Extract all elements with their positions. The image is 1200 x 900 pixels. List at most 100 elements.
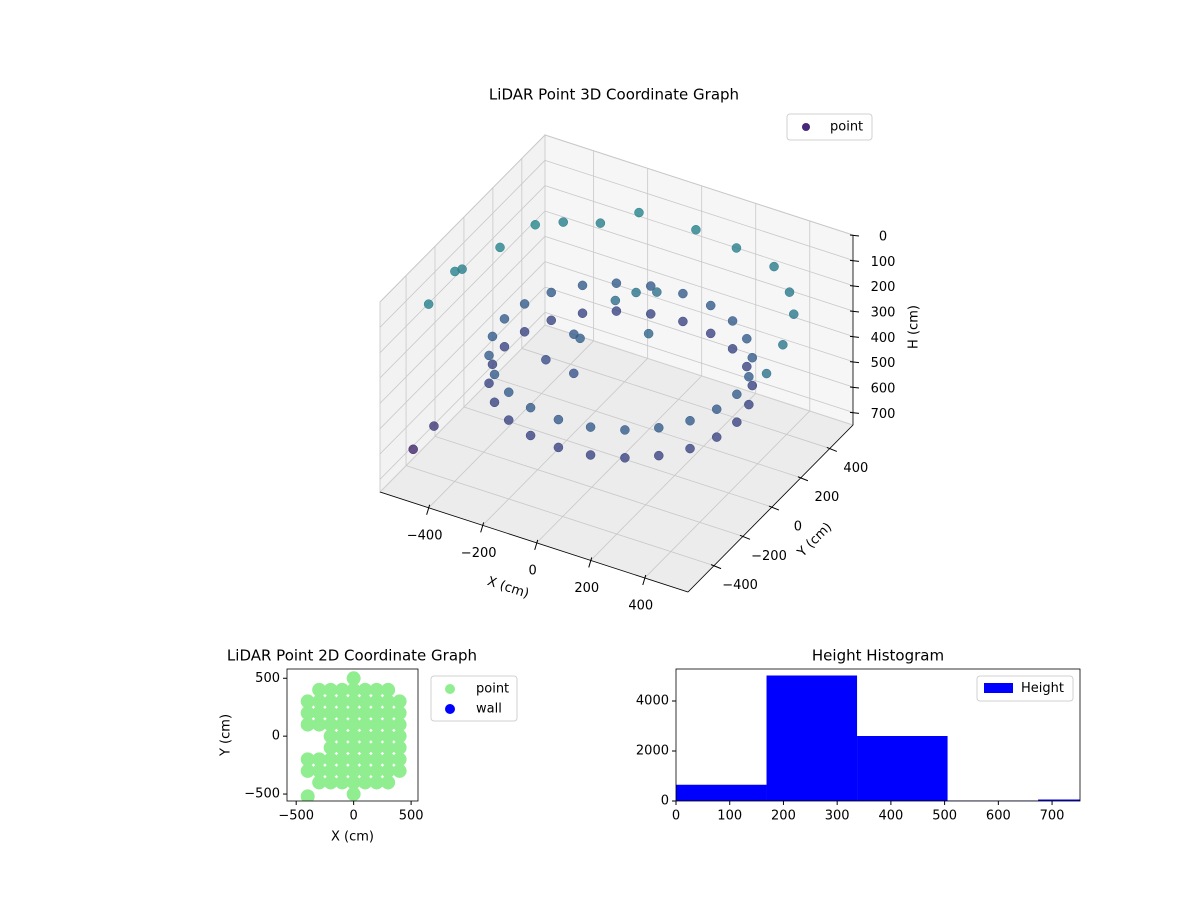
y-tick-label: −200 (751, 549, 787, 564)
point (381, 682, 396, 697)
bar (1038, 799, 1080, 801)
grid-line (544, 261, 854, 363)
point (423, 299, 434, 309)
z-tick-label: 100 (871, 255, 896, 270)
point (335, 763, 350, 778)
point (358, 729, 373, 744)
point (381, 729, 396, 744)
grid-line (379, 286, 546, 455)
point (369, 752, 384, 767)
grid-line (428, 340, 594, 509)
point (346, 740, 361, 755)
point (392, 752, 407, 767)
legend-marker (445, 684, 455, 694)
point (652, 287, 662, 297)
grid-line (590, 393, 757, 561)
legend-label: point (476, 682, 509, 697)
x-tick-label: −400 (407, 528, 443, 543)
point (634, 207, 644, 218)
point (358, 717, 373, 732)
x-tick-label: −200 (461, 546, 497, 561)
chart-title: Height Histogram (812, 647, 944, 665)
point (381, 763, 396, 778)
x-axis-label: X (cm) (331, 830, 374, 845)
point (484, 378, 494, 389)
point (611, 278, 622, 288)
point (489, 397, 500, 408)
grid-line (544, 159, 854, 261)
bar (766, 675, 858, 801)
point (742, 333, 752, 344)
y-tick-label: 4000 (636, 694, 669, 709)
point (711, 432, 722, 442)
point (761, 368, 772, 379)
grid-line (482, 358, 648, 526)
z-tick (849, 335, 860, 338)
z-tick-label: 500 (871, 356, 896, 371)
point (358, 706, 373, 720)
grid-line (544, 185, 854, 287)
point (358, 740, 373, 755)
z-tick-label: 600 (871, 382, 896, 397)
point (519, 327, 530, 337)
chart-title: LiDAR Point 2D Coordinate Graph (227, 647, 477, 665)
point (620, 425, 630, 435)
grid-line (544, 235, 854, 337)
point (747, 352, 758, 363)
x-tick-label: 700 (1040, 809, 1065, 824)
point (323, 717, 338, 732)
point (335, 717, 350, 732)
legend-box (976, 675, 1074, 702)
y-axis-label: Y (cm) (219, 714, 234, 757)
point (392, 763, 407, 778)
point (312, 694, 327, 709)
point (312, 717, 327, 732)
grid-line (405, 465, 715, 567)
grid-line (379, 160, 546, 328)
point (503, 387, 514, 397)
plot-area (676, 675, 1080, 801)
point (300, 706, 315, 720)
point (727, 316, 738, 326)
y-tick-label: 500 (255, 671, 280, 686)
point (525, 402, 536, 413)
point (300, 752, 315, 767)
point (747, 380, 758, 391)
y-tick (768, 505, 780, 511)
point (358, 763, 373, 778)
point (484, 350, 494, 361)
x-tick-label: 300 (825, 809, 850, 824)
grid-line (434, 435, 744, 537)
point (369, 775, 384, 790)
y-tick-label: −500 (244, 787, 280, 802)
point (381, 752, 396, 767)
point (487, 331, 498, 342)
point (369, 682, 384, 697)
point (789, 309, 799, 319)
z-tick-label: 0 (879, 230, 887, 245)
point (323, 775, 338, 790)
z-tick (849, 310, 860, 313)
x-tick-label: 100 (717, 809, 742, 824)
grid-line (379, 312, 546, 480)
point (457, 264, 467, 274)
grid-line (544, 311, 854, 413)
point (408, 444, 418, 455)
point (323, 740, 338, 755)
grid-line (544, 134, 854, 236)
x-tick (642, 574, 647, 586)
point (358, 752, 373, 767)
point (558, 217, 568, 227)
point (727, 344, 738, 354)
grid-line (379, 236, 546, 404)
point (312, 763, 327, 778)
z-tick (849, 259, 860, 262)
y-tick-label: 0 (661, 794, 669, 809)
x-tick-label: 200 (771, 809, 796, 824)
point (335, 729, 350, 744)
point (369, 740, 384, 755)
x-axis-label: X (cm) (485, 574, 531, 602)
point (335, 706, 350, 720)
point (645, 281, 656, 291)
